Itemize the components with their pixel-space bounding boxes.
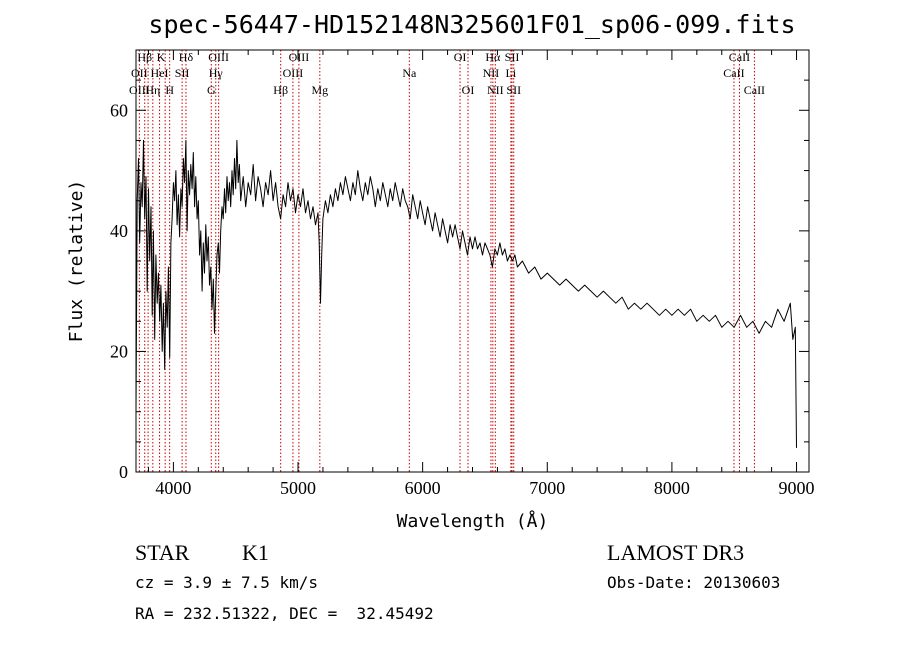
line-label-8: CaII bbox=[729, 50, 750, 64]
line-label-1: K bbox=[157, 50, 166, 64]
plot-frame bbox=[135, 49, 810, 473]
line-label-17: CaII bbox=[723, 66, 744, 80]
y-axis-title: Flux (relative) bbox=[66, 180, 87, 343]
line-label-7: SII bbox=[505, 50, 520, 64]
line-label-9: OII bbox=[131, 66, 148, 80]
chart-title: spec-56447-HD152148N325601F01_sp06-099.f… bbox=[148, 10, 795, 39]
spectrum-chart: spec-56447-HD152148N325601F01_sp06-099.f… bbox=[66, 10, 815, 532]
line-label-3: OIII bbox=[208, 50, 229, 64]
line-label-0: Hβ bbox=[137, 50, 152, 64]
axis-ticks: 4000 5000 6000 7000 8000 9000 0 20 40 60 bbox=[110, 50, 815, 498]
line-label-24: OI bbox=[462, 83, 475, 97]
object-class: STAR bbox=[135, 540, 190, 565]
line-label-20: H bbox=[165, 83, 174, 97]
line-label-11: SII bbox=[175, 66, 190, 80]
line-label-4: OIII bbox=[289, 50, 310, 64]
line-label-13: OIII bbox=[283, 66, 304, 80]
x-tick-label-4: 8000 bbox=[654, 478, 690, 498]
line-label-14: Na bbox=[402, 66, 417, 80]
line-label-15: NII bbox=[483, 66, 500, 80]
survey-name: LAMOST DR3 bbox=[607, 540, 745, 565]
line-label-25: NII bbox=[487, 83, 504, 97]
series-flux bbox=[135, 139, 797, 448]
y-tick-label-0: 0 bbox=[119, 462, 128, 482]
line-label-5: OI bbox=[454, 50, 467, 64]
line-label-27: CaII bbox=[744, 83, 765, 97]
line-label-10: HeI bbox=[151, 66, 169, 80]
line-label-22: Hβ bbox=[273, 83, 288, 97]
spectral-line-labels: Hβ K Hδ OIII OIII OI Hα SII CaII OII HeI SII Hγ OIII N… bbox=[129, 50, 765, 97]
x-tick-label-5: 9000 bbox=[779, 478, 815, 498]
redshift-value: cz = 3.9 ± 7.5 km/s bbox=[135, 573, 319, 592]
x-tick-label-3: 7000 bbox=[529, 478, 565, 498]
spectral-lines bbox=[138, 50, 755, 472]
x-axis-title: Wavelength (Å) bbox=[397, 510, 549, 532]
y-tick-label-1: 20 bbox=[110, 341, 128, 361]
line-label-23: Mg bbox=[311, 83, 328, 97]
coordinates: RA = 232.51322, DEC = 32.45492 bbox=[135, 604, 434, 623]
line-label-18: OIII bbox=[129, 83, 150, 97]
series-layer bbox=[135, 139, 797, 448]
observation-date: Obs-Date: 20130603 bbox=[607, 573, 781, 592]
x-tick-label-2: 6000 bbox=[405, 478, 441, 498]
line-label-2: Hδ bbox=[179, 50, 194, 64]
y-tick-label-3: 60 bbox=[110, 100, 128, 120]
line-label-16: Li bbox=[506, 66, 517, 80]
line-label-12: Hγ bbox=[209, 66, 224, 80]
line-label-19: Hη bbox=[145, 83, 160, 97]
line-label-21: G bbox=[207, 83, 216, 97]
line-label-26: SII bbox=[506, 83, 521, 97]
x-tick-label-0: 4000 bbox=[155, 478, 191, 498]
line-label-6: Hα bbox=[485, 50, 501, 64]
x-tick-label-1: 5000 bbox=[280, 478, 316, 498]
object-subclass: K1 bbox=[242, 540, 269, 565]
y-tick-label-2: 40 bbox=[110, 221, 128, 241]
